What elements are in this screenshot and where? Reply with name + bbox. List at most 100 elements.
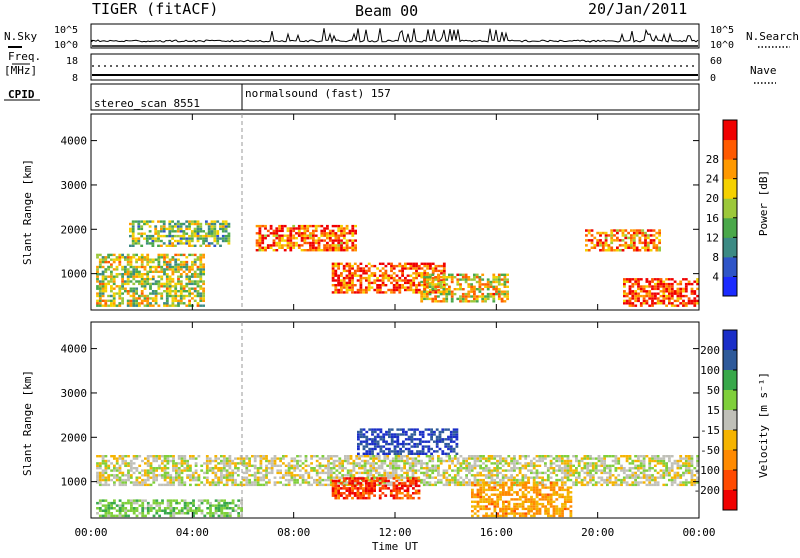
velocity-echo-cell bbox=[603, 462, 606, 464]
velocity-echo-cell bbox=[398, 497, 401, 500]
power-echo-cell bbox=[404, 277, 407, 279]
power-echo-cell bbox=[398, 279, 401, 281]
power-echo-cell bbox=[278, 227, 281, 229]
velocity-echo-cell bbox=[384, 494, 387, 497]
velocity-echo-cell bbox=[578, 465, 581, 467]
power-echo-cell bbox=[426, 263, 429, 265]
power-echo-cell bbox=[188, 283, 191, 285]
power-echo-cell bbox=[679, 295, 682, 297]
power-echo-cell bbox=[124, 271, 127, 273]
velocity-echo-cell bbox=[398, 457, 401, 459]
power-echo-cell bbox=[96, 285, 99, 287]
velocity-echo-cell bbox=[354, 485, 357, 488]
velocity-echo-cell bbox=[262, 479, 265, 481]
velocity-echo-cell bbox=[201, 499, 204, 502]
velocity-echo-cell bbox=[530, 472, 533, 474]
velocity-echo-cell bbox=[448, 465, 451, 467]
velocity-echo-cell bbox=[564, 474, 567, 476]
power-echo-cell bbox=[619, 229, 622, 232]
velocity-echo-cell bbox=[440, 481, 443, 483]
velocity-echo-cell bbox=[688, 462, 691, 464]
velocity-echo-cell bbox=[527, 482, 530, 484]
velocity-echo-cell bbox=[376, 480, 379, 483]
power-echo-cell bbox=[437, 274, 440, 276]
power-echo-cell bbox=[434, 286, 437, 288]
power-echo-cell bbox=[102, 271, 105, 273]
velocity-echo-cell bbox=[313, 469, 316, 471]
velocity-echo-cell bbox=[505, 474, 508, 476]
velocity-echo-cell bbox=[395, 485, 398, 488]
velocity-echo-cell bbox=[541, 494, 544, 496]
power-echo-cell bbox=[281, 247, 284, 249]
power-echo-cell bbox=[197, 295, 200, 297]
power-echo-cell bbox=[418, 291, 421, 293]
velocity-echo-cell bbox=[637, 481, 640, 483]
velocity-echo-cell bbox=[155, 460, 158, 462]
power-echo-cell bbox=[365, 272, 368, 274]
power-echo-cell bbox=[174, 259, 177, 261]
power-echo-cell bbox=[677, 290, 680, 292]
velocity-echo-cell bbox=[243, 472, 246, 474]
power-echo-cell bbox=[121, 300, 124, 302]
velocity-echo-cell bbox=[209, 460, 212, 462]
velocity-echo-cell bbox=[407, 487, 410, 490]
power-echo-cell bbox=[487, 293, 490, 295]
velocity-echo-cell bbox=[516, 484, 519, 486]
velocity-echo-cell bbox=[274, 455, 277, 457]
velocity-echo-cell bbox=[337, 492, 340, 495]
velocity-echo-cell bbox=[488, 481, 491, 483]
velocity-echo-cell bbox=[453, 433, 456, 435]
velocity-echo-cell bbox=[218, 507, 221, 510]
velocity-echo-cell bbox=[682, 472, 685, 474]
power-echo-cell bbox=[309, 232, 312, 234]
velocity-echo-cell bbox=[533, 503, 536, 505]
velocity-echo-cell bbox=[536, 496, 539, 498]
velocity-echo-cell bbox=[382, 453, 385, 455]
power-echo-cell bbox=[180, 292, 183, 294]
velocity-echo-cell bbox=[637, 460, 640, 462]
velocity-echo-cell bbox=[368, 450, 371, 452]
power-echo-cell bbox=[158, 254, 161, 256]
velocity-echo-cell bbox=[471, 501, 474, 503]
velocity-echo-cell bbox=[138, 455, 141, 457]
power-echo-cell bbox=[490, 281, 493, 283]
power-echo-cell bbox=[334, 284, 337, 286]
velocity-echo-cell bbox=[386, 455, 389, 457]
power-echo-cell bbox=[278, 239, 281, 241]
power-echo-cell bbox=[172, 268, 175, 270]
velocity-echo-cell bbox=[257, 481, 260, 483]
velocity-echo-cell bbox=[127, 465, 130, 467]
velocity-echo-cell bbox=[502, 489, 505, 491]
power-echo-cell bbox=[146, 280, 149, 282]
velocity-echo-cell bbox=[561, 460, 564, 462]
power-ytick-label: 3000 bbox=[61, 179, 88, 192]
velocity-echo-cell bbox=[248, 474, 251, 476]
velocity-echo-cell bbox=[496, 462, 499, 464]
velocity-echo-cell bbox=[550, 489, 553, 491]
velocity-echo-cell bbox=[330, 455, 333, 457]
velocity-echo-cell bbox=[257, 472, 260, 474]
velocity-echo-cell bbox=[398, 487, 401, 490]
velocity-echo-cell bbox=[391, 433, 394, 435]
velocity-echo-cell bbox=[406, 474, 409, 476]
power-echo-cell bbox=[337, 277, 340, 279]
velocity-echo-cell bbox=[353, 460, 356, 462]
velocity-echo-cell bbox=[130, 467, 133, 469]
power-echo-cell bbox=[132, 288, 135, 290]
power-echo-cell bbox=[437, 300, 440, 302]
power-echo-cell bbox=[623, 295, 626, 297]
velocity-echo-cell bbox=[434, 469, 437, 471]
velocity-echo-cell bbox=[378, 465, 381, 467]
power-echo-cell bbox=[99, 285, 102, 287]
velocity-echo-cell bbox=[626, 460, 629, 462]
velocity-echo-cell bbox=[217, 462, 220, 464]
velocity-echo-cell bbox=[102, 477, 105, 479]
power-echo-cell bbox=[96, 305, 99, 307]
velocity-echo-cell bbox=[679, 477, 682, 479]
power-echo-cell bbox=[467, 295, 470, 297]
velocity-echo-cell bbox=[357, 482, 360, 485]
velocity-echo-cell bbox=[220, 462, 223, 464]
velocity-echo-cell bbox=[355, 457, 358, 459]
velocity-echo-cell bbox=[420, 467, 423, 469]
power-echo-cell bbox=[454, 288, 457, 290]
